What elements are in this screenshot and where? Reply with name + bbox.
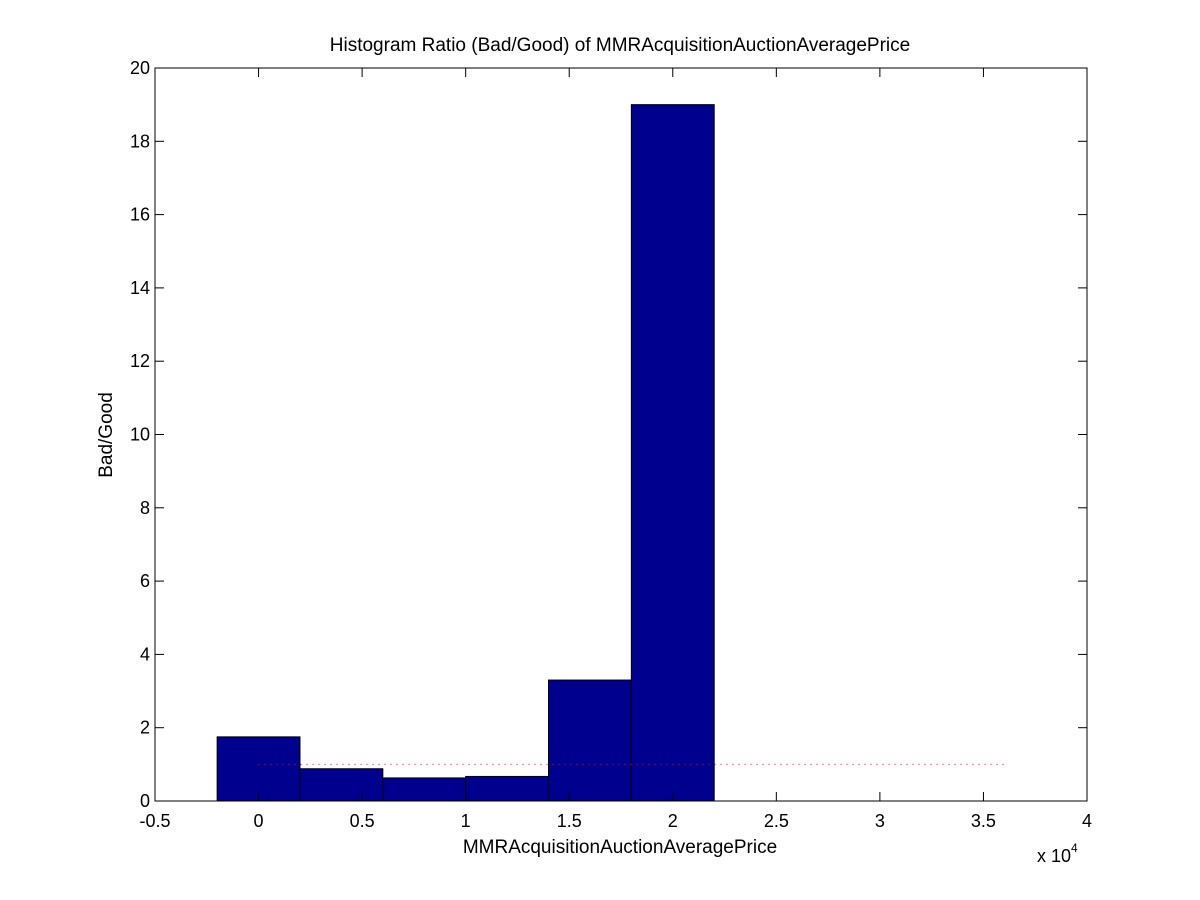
y-tick-label-6: 12: [130, 351, 150, 371]
x-tick-label-0: -0.5: [139, 811, 170, 831]
bar-1: [299, 768, 384, 802]
x-tick-label-9: 4: [1082, 811, 1092, 831]
x-axis-multiplier-base: x 10: [1037, 846, 1071, 866]
y-tick-label-1: 2: [140, 718, 150, 738]
bar-5: [630, 104, 715, 802]
bar-0: [216, 736, 301, 802]
bar-4: [548, 679, 632, 802]
x-tick-label-4: 1.5: [557, 811, 582, 831]
y-tick-label-9: 18: [130, 131, 150, 151]
x-tick-label-7: 3: [875, 811, 885, 831]
y-tick-label-3: 6: [140, 571, 150, 591]
y-tick-label-10: 20: [130, 58, 150, 78]
x-tick-label-2: 0.5: [350, 811, 375, 831]
y-tick-label-4: 8: [140, 498, 150, 518]
x-axis-ticks: -0.5 0 0.5 1 1.5 2 2.5 3 3.5 4: [139, 68, 1092, 831]
x-tick-label-8: 3.5: [971, 811, 996, 831]
bar-3: [465, 775, 550, 802]
bars-group: [216, 104, 715, 802]
x-tick-label-1: 0: [254, 811, 264, 831]
x-axis-multiplier: x 104: [1037, 841, 1078, 866]
chart-title: Histogram Ratio (Bad/Good) of MMRAcquisi…: [330, 35, 910, 56]
bar-2: [382, 777, 467, 802]
y-tick-label-0: 0: [140, 791, 150, 811]
y-tick-label-7: 14: [130, 278, 150, 298]
x-axis-multiplier-exponent: 4: [1071, 841, 1078, 855]
y-axis-ticks: 0 2 4 6 8 10 12 14 16 18 20: [130, 58, 1087, 811]
x-tick-label-5: 2: [668, 811, 678, 831]
x-axis-label: MMRAcquisitionAuctionAveragePrice: [463, 837, 777, 858]
y-tick-label-8: 16: [130, 205, 150, 225]
x-tick-label-3: 1: [461, 811, 471, 831]
y-axis-label: Bad/Good: [96, 392, 117, 478]
y-tick-label-5: 10: [130, 425, 150, 445]
y-tick-label-2: 4: [140, 644, 150, 664]
x-tick-label-6: 2.5: [764, 811, 789, 831]
